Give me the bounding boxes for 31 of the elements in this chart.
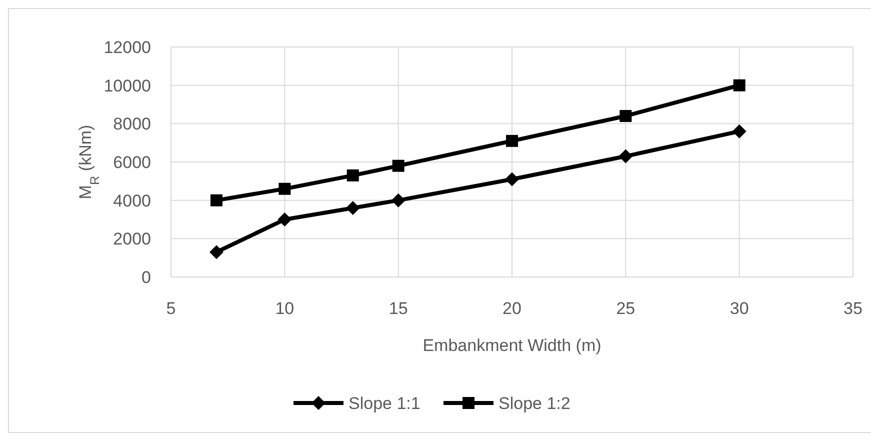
point [505,172,519,186]
point [209,245,224,260]
y-tick-label: 0 [142,268,151,287]
y-tick-label: 12000 [104,38,151,57]
y-tick-label: 4000 [113,191,151,210]
point [506,134,518,147]
y-tick-label: 2000 [113,230,151,249]
point [732,124,746,138]
point [210,194,222,206]
x-tick-label: 25 [616,299,636,318]
x-axis-title: Embankment Width (m) [422,336,602,355]
point [620,110,632,122]
y-tick-label: 10000 [104,76,151,96]
point [618,149,633,164]
point [391,193,406,208]
legend-label: Slope 1:2 [498,394,570,413]
point [278,182,291,195]
point [733,79,746,92]
y-tick-label: 6000 [113,153,151,172]
y-tick-label: 8000 [113,114,151,134]
x-tick-label: 20 [502,299,522,318]
x-tick-label: 10 [275,299,294,318]
x-tick-label: 30 [730,299,749,318]
point [346,169,359,182]
legend-label: Slope 1:1 [348,394,420,413]
x-tick-label: 5 [166,299,176,318]
point [278,212,292,226]
x-tick-label: 15 [388,299,408,318]
point [346,201,360,215]
x-tick-label: 35 [844,299,862,318]
point [392,160,404,172]
